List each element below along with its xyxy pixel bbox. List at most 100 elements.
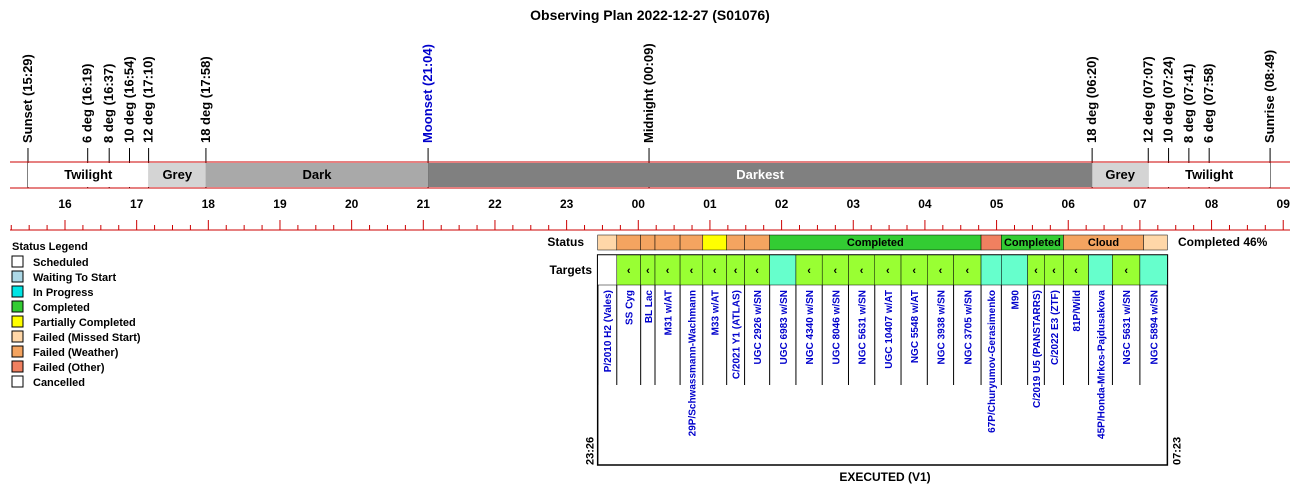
event-label: 18 deg (06:20) [1084, 56, 1099, 143]
legend-swatch [11, 375, 24, 388]
target-cell [1001, 254, 1028, 286]
target-name: C/2022 E3 (ZTF) [1050, 290, 1061, 365]
target-cell [927, 254, 954, 286]
target-cell [821, 254, 849, 286]
legend-label: Failed (Other) [33, 362, 105, 374]
event-label: Moonset (21:04) [420, 44, 435, 143]
target-mark: ‹ [666, 265, 670, 277]
event-label: Sunset (15:29) [20, 54, 35, 143]
legend-label: Completed [33, 302, 90, 314]
sky-condition-bands: Twilight Grey Dark Darkest Grey Twilight [10, 161, 1290, 189]
band-label: Grey [1105, 167, 1135, 182]
legend-label: Failed (Weather) [33, 347, 119, 359]
legend-label: Scheduled [33, 257, 89, 269]
event-label: Midnight (00:09) [641, 43, 656, 143]
hour-tick-label: 23 [560, 197, 574, 211]
target-name: UGC 2926 w/SN [753, 290, 764, 364]
status-segment [702, 234, 727, 251]
hour-tick-label: 02 [775, 197, 789, 211]
hour-tick-label: 09 [1277, 197, 1291, 211]
completed-summary: Completed 46% [1178, 235, 1268, 249]
target-mark: ‹ [1124, 265, 1128, 277]
event-label: 12 deg (07:07) [1140, 56, 1155, 143]
target-name: C/2021 Y1 (ATLAS) [732, 290, 743, 379]
legend-label: In Progress [33, 287, 94, 299]
legend-label: Waiting To Start [33, 272, 116, 284]
hour-tick-label: 22 [488, 197, 502, 211]
target-cell [848, 254, 876, 286]
status-segment [640, 234, 656, 251]
target-mark: ‹ [627, 265, 631, 277]
target-mark: ‹ [860, 265, 864, 277]
target-cell [953, 254, 982, 286]
target-cell [597, 254, 618, 286]
target-name: BL Lac [644, 290, 655, 324]
hour-tick-label: 04 [918, 197, 932, 211]
event-label: 6 deg (16:19) [80, 64, 95, 143]
target-name: SS Cyg [625, 290, 636, 325]
target-name: P/2010 H2 (Vales) [603, 290, 614, 372]
target-mark: ‹ [690, 265, 694, 277]
status-segment-label: Cloud [1088, 237, 1119, 249]
target-mark: ‹ [807, 265, 811, 277]
target-mark: ‹ [1034, 265, 1038, 277]
band-dark [205, 163, 429, 187]
target-cell [1139, 254, 1168, 286]
status-segment [1143, 234, 1168, 251]
target-cell [1063, 254, 1089, 286]
target-mark: ‹ [755, 265, 759, 277]
hour-tick-label: 00 [632, 197, 646, 211]
target-name: NGC 5548 w/AT [910, 290, 921, 363]
band-twilight [27, 163, 149, 187]
status-segment [726, 234, 745, 251]
band-label: Dark [303, 167, 333, 182]
band-label: Twilight [64, 167, 113, 182]
target-cell [654, 254, 681, 286]
status-legend: Status Legend Scheduled Waiting To Start I… [11, 241, 141, 389]
event-markers: Sunset (15:29) 6 deg (16:19) 8 deg (16:37)… [20, 43, 1277, 188]
band-grey [148, 163, 206, 187]
status-segment [654, 234, 681, 251]
band-grey [1092, 163, 1149, 187]
hour-axis: 16 17 18 19 20 21 22 23 00 01 02 03 04 05 06 07 08 09 [10, 197, 1291, 231]
targets-row-label: Targets [550, 263, 593, 277]
event-label: 8 deg (16:37) [101, 64, 116, 143]
target-name: M90 [1010, 290, 1021, 310]
target-mark: ‹ [912, 265, 916, 277]
hour-tick-label: 19 [273, 197, 287, 211]
hour-tick-label: 18 [202, 197, 216, 211]
status-row-label: Status [547, 235, 584, 249]
target-name: NGC 5894 w/SN [1150, 290, 1161, 364]
target-name: NGC 4340 w/SN [805, 290, 816, 364]
footer-label: EXECUTED (V1) [839, 470, 930, 484]
event-label: 10 deg (07:24) [1161, 56, 1176, 143]
target-name: 81P/Wild [1072, 290, 1083, 332]
event-label: 8 deg (07:41) [1181, 64, 1196, 143]
hour-tick-label: 07 [1133, 197, 1147, 211]
legend-swatch [11, 255, 24, 268]
target-mark: ‹ [713, 265, 717, 277]
hour-tick-label: 06 [1062, 197, 1076, 211]
hour-tick-label: 21 [417, 197, 431, 211]
legend-label: Failed (Missed Start) [33, 332, 141, 344]
band-label: Twilight [1185, 167, 1234, 182]
event-label: 12 deg (17:10) [141, 56, 156, 143]
target-name: M31 w/AT [664, 290, 675, 335]
legend-swatch [11, 315, 24, 328]
legend-swatch [11, 270, 24, 283]
status-segment [679, 234, 704, 251]
target-name: NGC 5631 w/SN [858, 290, 869, 364]
hour-tick-label: 16 [58, 197, 72, 211]
targets-row: P/2010 H2 (Vales) ‹ SS Cyg ‹ BL Lac ‹ M31 w/AT… [596, 254, 1169, 466]
target-name: 67P/Churyumov-Gerasimenko [987, 290, 998, 433]
target-name: 29P/Schwassmann-Wachmann [687, 290, 698, 436]
status-segment [744, 234, 770, 251]
status-segment [980, 234, 1002, 251]
target-mark: ‹ [1074, 265, 1078, 277]
legend-label: Cancelled [33, 377, 85, 389]
status-segment-label: Completed [847, 237, 904, 249]
target-cell [874, 254, 902, 286]
legend-swatch [11, 285, 24, 298]
band-label: Darkest [736, 167, 784, 182]
executed-frame [596, 254, 1169, 466]
